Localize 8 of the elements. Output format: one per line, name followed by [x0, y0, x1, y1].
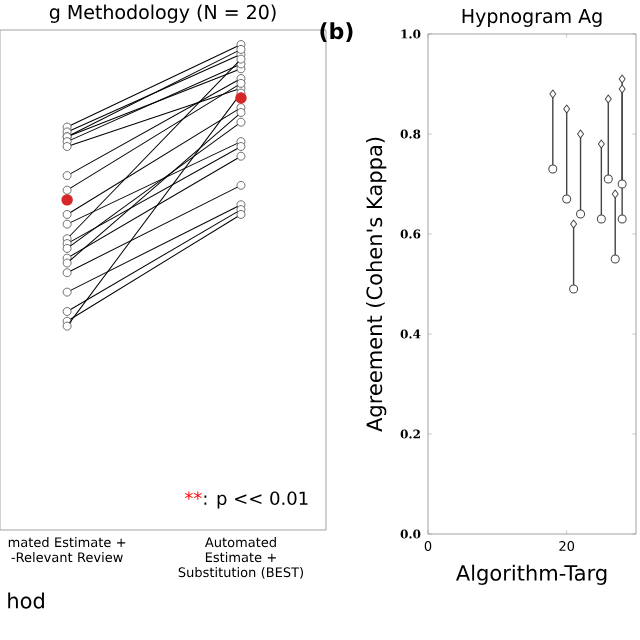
annotation: : p << 0.01 — [204, 491, 308, 509]
chart-title: g Methodology (N = 20) — [49, 4, 276, 23]
y-axis-title: Agreement (Cohen's Kappa) — [366, 137, 387, 432]
text: (b) — [320, 22, 353, 42]
x-axis-title: hod — [8, 592, 44, 609]
chart-title: Hypnogram Ag — [462, 9, 602, 27]
x-axis-title: Algorithm-Targ — [456, 564, 607, 585]
annotation: ** — [184, 491, 202, 500]
